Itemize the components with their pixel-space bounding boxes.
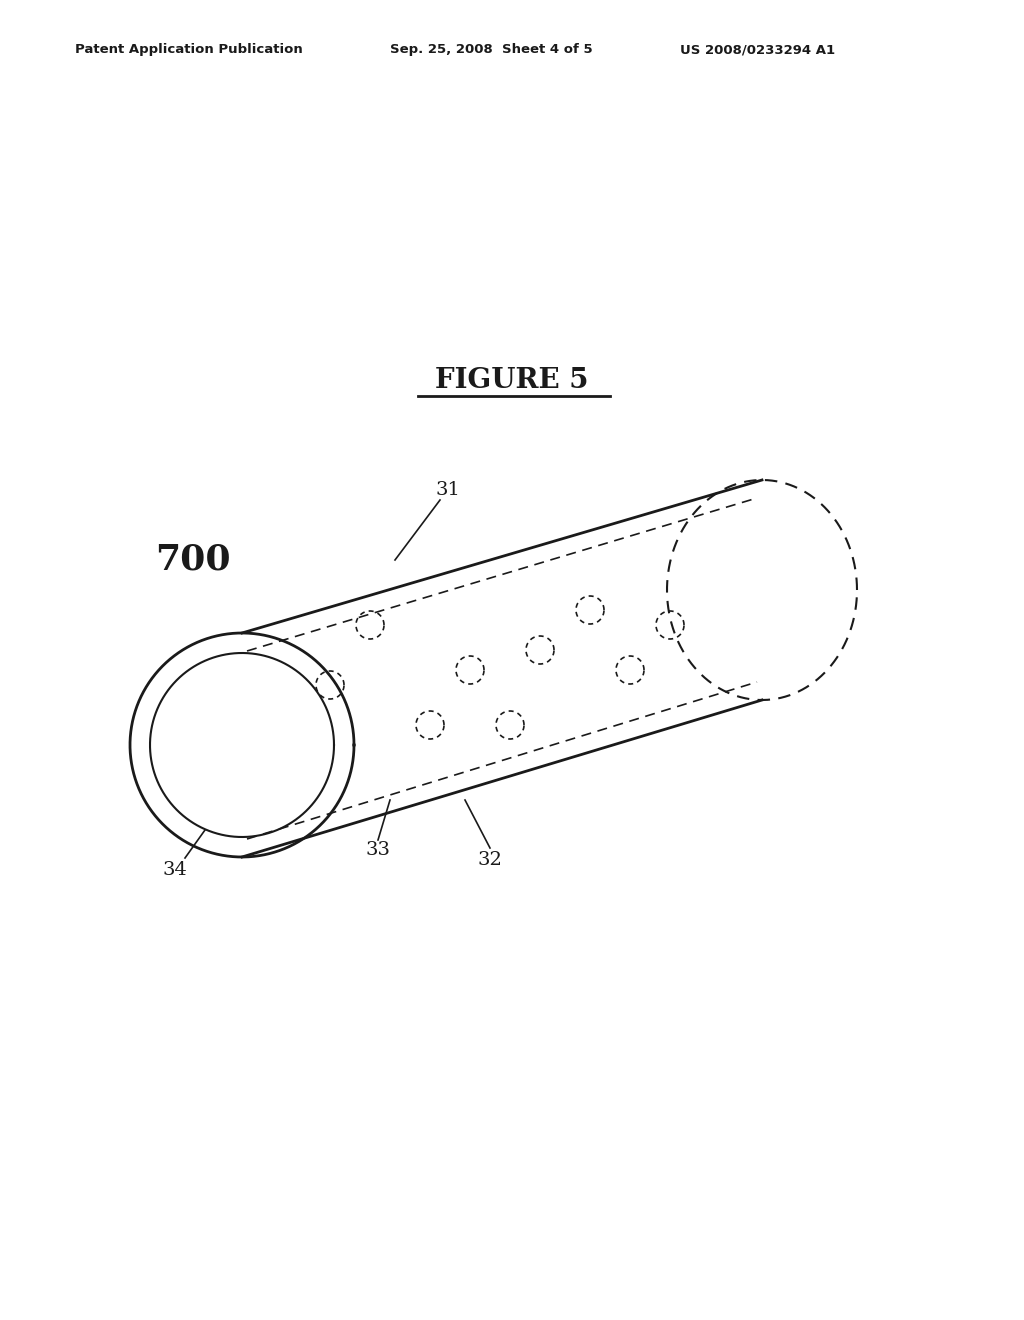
Ellipse shape xyxy=(667,480,857,700)
Text: 700: 700 xyxy=(156,543,230,577)
Polygon shape xyxy=(242,480,762,857)
Text: Sep. 25, 2008  Sheet 4 of 5: Sep. 25, 2008 Sheet 4 of 5 xyxy=(390,44,593,57)
Text: US 2008/0233294 A1: US 2008/0233294 A1 xyxy=(680,44,836,57)
Text: FIGURE 5: FIGURE 5 xyxy=(435,367,589,393)
Text: 32: 32 xyxy=(477,851,503,869)
Text: Patent Application Publication: Patent Application Publication xyxy=(75,44,303,57)
Text: 33: 33 xyxy=(366,841,390,859)
Text: 34: 34 xyxy=(163,861,187,879)
Ellipse shape xyxy=(130,634,354,857)
Text: 31: 31 xyxy=(435,480,461,499)
